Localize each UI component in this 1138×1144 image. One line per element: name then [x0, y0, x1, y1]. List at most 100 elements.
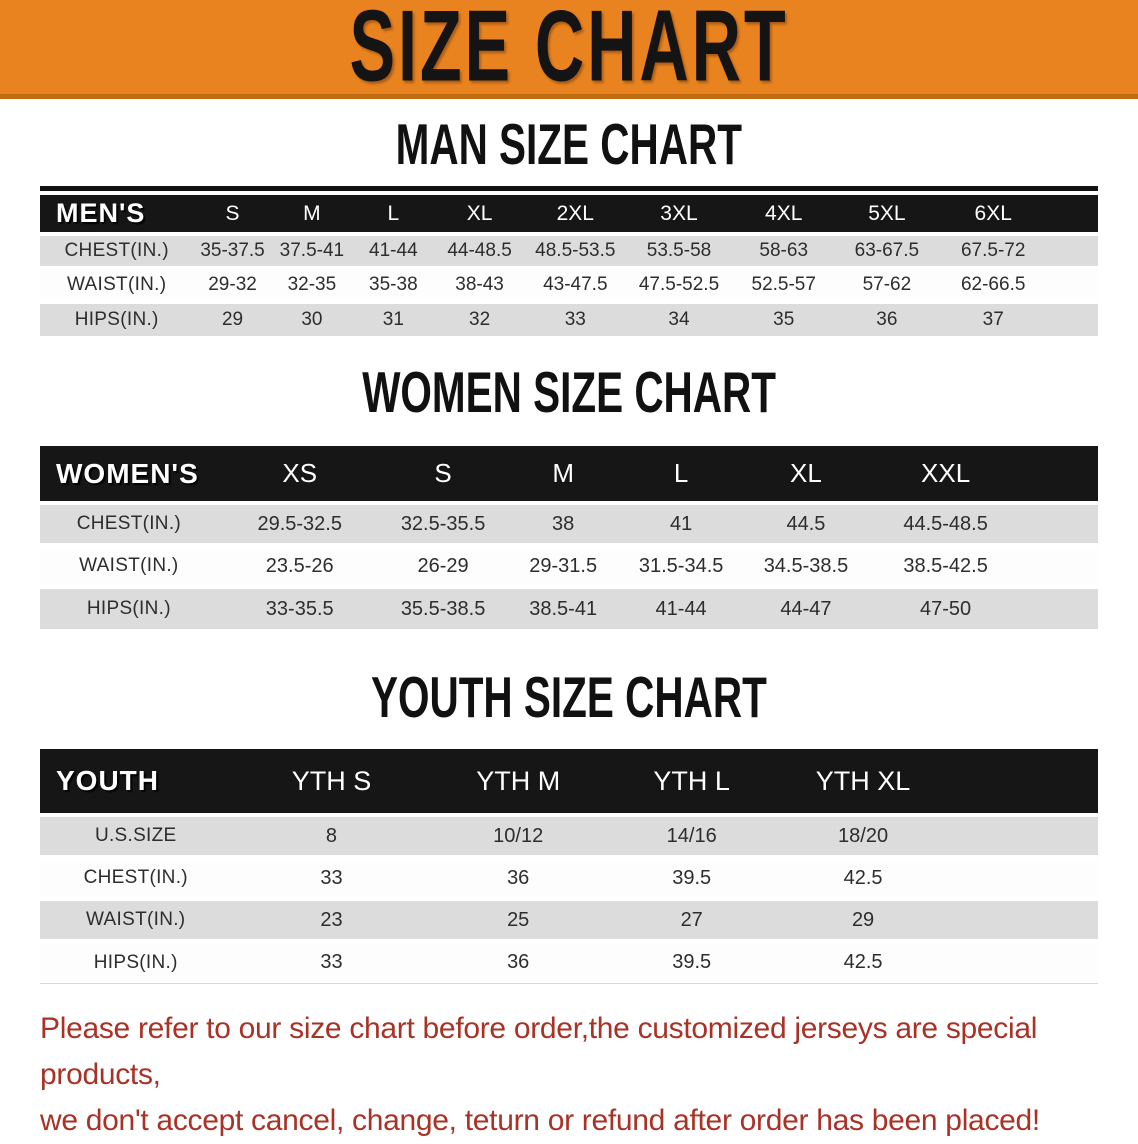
size-value-cell: 48.5-53.5 [524, 232, 627, 268]
table-row: WAIST(IN.) 23 25 27 29 [40, 897, 1098, 941]
row-label: CHEST(IN.) [40, 232, 194, 268]
size-value-cell: 53.5-58 [626, 232, 732, 268]
table-row: WAIST(IN.) 23.5-26 26-29 29-31.5 31.5-34.5 34… [40, 543, 1098, 588]
banner: SIZE CHART [0, 0, 1138, 103]
size-value-cell: 33 [231, 939, 432, 984]
size-value-cell: 8 [231, 813, 432, 857]
spacer-cell [1048, 232, 1098, 268]
table-row: WAIST(IN.) 29-32 32-35 35-38 38-43 43-47.5 47.… [40, 266, 1098, 303]
size-value-cell: 31 [352, 300, 435, 336]
size-value-cell: 44.5-48.5 [871, 501, 1020, 545]
size-value-cell: 35-37.5 [193, 232, 272, 268]
size-column-header: S [193, 195, 272, 234]
size-column-header: 3XL [626, 195, 732, 234]
size-column-header: M [504, 446, 622, 503]
size-value-cell: 30 [271, 300, 353, 336]
size-column-header: YTH XL [778, 749, 948, 815]
table-row: CHEST(IN.) 33 36 39.5 42.5 [40, 855, 1098, 900]
size-value-cell: 38 [504, 501, 622, 545]
size-value-cell: 36 [431, 939, 605, 984]
row-label: WAIST(IN.) [40, 266, 194, 303]
size-value-cell: 44-47 [740, 585, 872, 629]
table-row: CHEST(IN.) 35-37.5 37.5-41 41-44 44-48.5 48.5… [40, 232, 1098, 268]
table-header-label: YOUTH [40, 749, 232, 815]
spacer-cell [947, 855, 1098, 900]
size-value-cell: 32 [434, 300, 525, 336]
size-column-header: 5XL [835, 195, 939, 234]
size-value-cell: 33 [231, 855, 432, 900]
men-section-heading: MAN SIZE CHART [0, 112, 1138, 177]
size-value-cell: 52.5-57 [731, 266, 836, 303]
table-header-label: MEN'S [40, 195, 194, 234]
size-value-cell: 35 [731, 300, 836, 336]
table-row: HIPS(IN.) 33-35.5 35.5-38.5 38.5-41 41-44 44-… [40, 585, 1098, 629]
youth-size-table-section: YOUTH YTH S YTH M YTH L YTH XL U.S.SIZE 8 10/1… [40, 749, 1098, 984]
men-size-table: MEN'S S M L XL 2XL 3XL 4XL 5XL 6XL CHEST(IN.) 35-3… [40, 195, 1098, 336]
size-value-cell: 29 [778, 897, 948, 941]
spacer-cell [947, 897, 1098, 941]
disclaimer-line-1: Please refer to our size chart before or… [40, 1011, 1038, 1091]
size-value-cell: 29-32 [193, 266, 272, 303]
size-value-cell: 38.5-41 [504, 585, 622, 629]
size-value-cell: 36 [835, 300, 939, 336]
size-value-cell: 23 [231, 897, 432, 941]
size-value-cell: 29.5-32.5 [217, 501, 382, 545]
size-value-cell: 32-35 [271, 266, 353, 303]
spacer-cell [1019, 501, 1098, 545]
size-value-cell: 47.5-52.5 [626, 266, 732, 303]
size-column-header: 4XL [731, 195, 836, 234]
size-value-cell: 29-31.5 [504, 543, 622, 588]
size-value-cell: 37.5-41 [271, 232, 353, 268]
spacer-cell [1048, 266, 1098, 303]
men-section-heading-text: MAN SIZE CHART [395, 111, 743, 177]
size-value-cell: 39.5 [604, 939, 779, 984]
size-value-cell: 43-47.5 [524, 266, 627, 303]
spacer-cell [1019, 543, 1098, 588]
size-value-cell: 47-50 [871, 585, 1020, 629]
spacer-cell [1019, 585, 1098, 629]
size-value-cell: 29 [193, 300, 272, 336]
size-value-cell: 31.5-34.5 [621, 543, 741, 588]
size-value-cell: 35-38 [352, 266, 435, 303]
table-header-row: MEN'S S M L XL 2XL 3XL 4XL 5XL 6XL [40, 195, 1098, 234]
row-label: CHEST(IN.) [40, 501, 218, 545]
page-title: SIZE CHART [349, 0, 789, 103]
size-column-header: XXL [871, 446, 1020, 503]
size-value-cell: 18/20 [778, 813, 948, 857]
size-column-header: XL [740, 446, 872, 503]
disclaimer-note: Please refer to our size chart before or… [40, 1006, 1115, 1144]
size-value-cell: 35.5-38.5 [381, 585, 505, 629]
men-size-table-section: MEN'S S M L XL 2XL 3XL 4XL 5XL 6XL CHEST(IN.) 35-3… [40, 186, 1098, 336]
table-header-row: YOUTH YTH S YTH M YTH L YTH XL [40, 749, 1098, 815]
size-value-cell: 10/12 [431, 813, 605, 857]
spacer-cell [947, 939, 1098, 984]
size-value-cell: 36 [431, 855, 605, 900]
row-label: HIPS(IN.) [40, 939, 232, 984]
divider [40, 186, 1098, 191]
size-value-cell: 33 [524, 300, 627, 336]
size-value-cell: 34 [626, 300, 732, 336]
row-label: WAIST(IN.) [40, 543, 218, 588]
spacer-cell [1048, 195, 1098, 234]
size-column-header: L [352, 195, 435, 234]
size-value-cell: 67.5-72 [938, 232, 1049, 268]
row-label: CHEST(IN.) [40, 855, 232, 900]
size-value-cell: 33-35.5 [217, 585, 382, 629]
table-row: HIPS(IN.) 29 30 31 32 33 34 35 36 37 [40, 300, 1098, 336]
size-value-cell: 44-48.5 [434, 232, 525, 268]
size-column-header: M [271, 195, 353, 234]
size-value-cell: 42.5 [778, 939, 948, 984]
youth-section-heading-text: YOUTH SIZE CHART [371, 664, 767, 730]
size-value-cell: 27 [604, 897, 779, 941]
women-section-heading: WOMEN SIZE CHART [0, 360, 1138, 425]
row-label: HIPS(IN.) [40, 300, 194, 336]
spacer-cell [1048, 300, 1098, 336]
row-label: WAIST(IN.) [40, 897, 232, 941]
women-size-table-section: WOMEN'S XS S M L XL XXL CHEST(IN.) 29.5-32.5 32.… [40, 446, 1098, 629]
disclaimer-line-2: we don't accept cancel, change, teturn o… [40, 1103, 1040, 1137]
size-value-cell: 38.5-42.5 [871, 543, 1020, 588]
size-value-cell: 41 [621, 501, 741, 545]
size-column-header: XS [217, 446, 382, 503]
spacer-cell [947, 813, 1098, 857]
